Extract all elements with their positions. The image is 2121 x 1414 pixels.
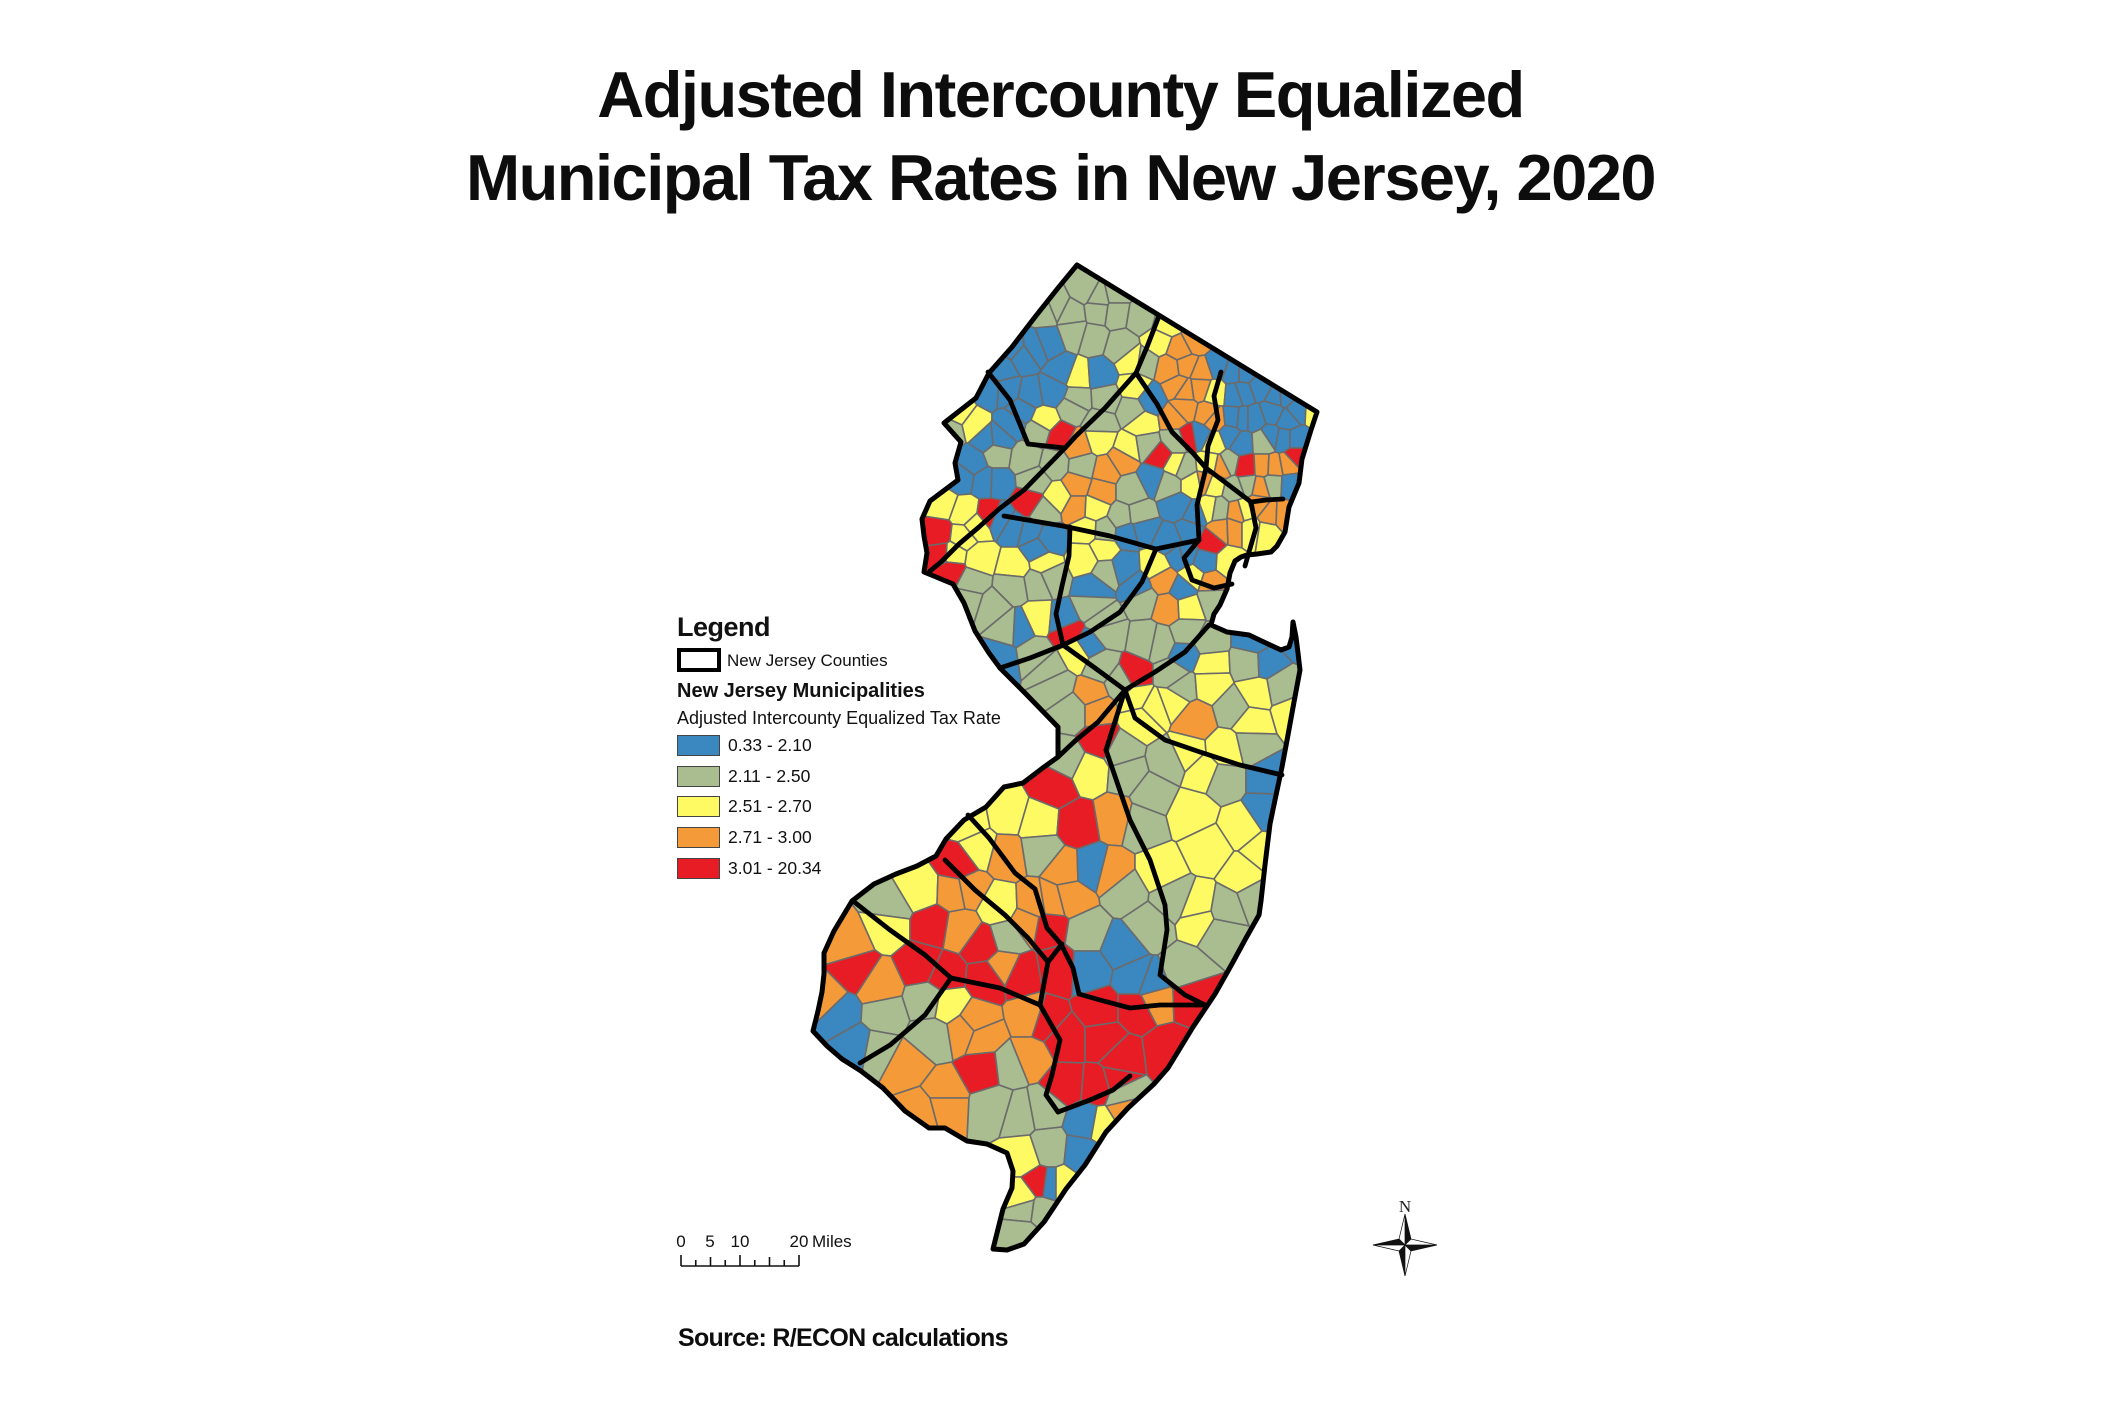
svg-text:0: 0 <box>676 1232 685 1251</box>
svg-text:N: N <box>1399 1197 1411 1216</box>
svg-text:5: 5 <box>705 1232 714 1251</box>
svg-text:10: 10 <box>731 1232 750 1251</box>
svg-text:20: 20 <box>790 1232 809 1251</box>
svg-text:Miles: Miles <box>812 1232 852 1251</box>
